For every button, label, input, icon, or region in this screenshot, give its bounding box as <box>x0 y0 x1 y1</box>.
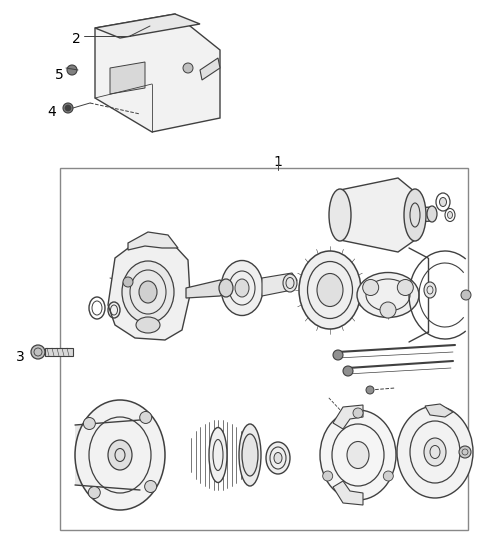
Ellipse shape <box>427 206 437 222</box>
Text: 5: 5 <box>55 68 64 82</box>
Polygon shape <box>262 273 297 296</box>
Ellipse shape <box>242 434 258 476</box>
Ellipse shape <box>122 261 174 323</box>
Circle shape <box>461 290 471 300</box>
Text: 1: 1 <box>274 155 282 169</box>
Polygon shape <box>333 405 363 429</box>
Circle shape <box>397 280 413 295</box>
Ellipse shape <box>75 400 165 510</box>
Ellipse shape <box>221 261 263 315</box>
Ellipse shape <box>447 212 453 218</box>
Circle shape <box>363 280 379 295</box>
Ellipse shape <box>219 279 233 297</box>
Ellipse shape <box>239 424 261 486</box>
Ellipse shape <box>320 410 396 500</box>
Ellipse shape <box>108 440 132 470</box>
Circle shape <box>144 481 156 493</box>
Bar <box>60 168 468 530</box>
Text: 4: 4 <box>47 105 56 119</box>
Ellipse shape <box>266 442 290 474</box>
Polygon shape <box>95 14 200 38</box>
Polygon shape <box>200 58 220 80</box>
Circle shape <box>63 103 73 113</box>
Ellipse shape <box>329 189 351 241</box>
Polygon shape <box>333 481 363 505</box>
Circle shape <box>333 350 343 360</box>
Polygon shape <box>110 62 145 94</box>
Ellipse shape <box>299 251 361 329</box>
Text: 2: 2 <box>72 32 81 46</box>
Circle shape <box>384 471 393 481</box>
Polygon shape <box>340 178 415 252</box>
Circle shape <box>67 65 77 75</box>
Circle shape <box>353 408 363 418</box>
Polygon shape <box>128 232 178 250</box>
Ellipse shape <box>357 273 419 318</box>
Ellipse shape <box>424 282 436 298</box>
Ellipse shape <box>347 441 369 469</box>
Circle shape <box>88 487 100 498</box>
Circle shape <box>459 446 471 458</box>
Polygon shape <box>108 243 190 340</box>
Circle shape <box>343 366 353 376</box>
Circle shape <box>183 63 193 73</box>
Circle shape <box>323 471 333 481</box>
Ellipse shape <box>404 189 426 241</box>
Ellipse shape <box>139 281 157 303</box>
Bar <box>45 348 73 356</box>
Ellipse shape <box>136 317 160 333</box>
Ellipse shape <box>424 438 446 466</box>
Text: 3: 3 <box>16 350 25 364</box>
Circle shape <box>65 105 71 111</box>
Polygon shape <box>95 14 220 132</box>
Ellipse shape <box>209 427 227 483</box>
Circle shape <box>380 302 396 318</box>
Polygon shape <box>425 404 453 417</box>
Ellipse shape <box>317 274 343 306</box>
Circle shape <box>84 418 96 430</box>
Ellipse shape <box>235 279 249 297</box>
Polygon shape <box>75 420 140 490</box>
Ellipse shape <box>440 198 446 206</box>
Circle shape <box>123 277 133 287</box>
Polygon shape <box>186 280 232 298</box>
Circle shape <box>31 345 45 359</box>
Ellipse shape <box>274 452 282 464</box>
Ellipse shape <box>283 274 297 292</box>
Circle shape <box>140 412 152 424</box>
Ellipse shape <box>397 406 473 498</box>
Circle shape <box>366 386 374 394</box>
